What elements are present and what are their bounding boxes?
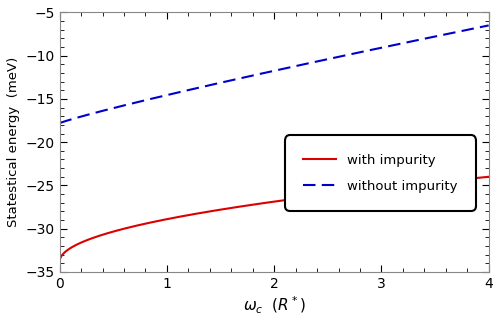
without impurity xyxy=(399,41,405,45)
without impurity xyxy=(486,24,492,27)
with impurity xyxy=(246,203,252,207)
with impurity xyxy=(351,189,357,193)
with impurity xyxy=(230,206,236,210)
without impurity xyxy=(100,109,106,112)
without impurity xyxy=(56,121,62,125)
without impurity xyxy=(230,78,236,82)
with impurity xyxy=(399,184,405,188)
with impurity xyxy=(391,185,397,189)
Legend: with impurity, without impurity: with impurity, without impurity xyxy=(292,142,469,205)
without impurity xyxy=(246,75,252,78)
Line: with impurity: with impurity xyxy=(60,177,488,262)
with impurity xyxy=(56,260,62,264)
with impurity xyxy=(100,233,106,236)
with impurity xyxy=(486,175,492,179)
Y-axis label: Statestical energy  (meV): Statestical energy (meV) xyxy=(7,57,20,227)
Line: without impurity: without impurity xyxy=(60,26,488,123)
without impurity xyxy=(351,52,357,56)
X-axis label: $\omega_c$  $(R^*)$: $\omega_c$ $(R^*)$ xyxy=(242,295,306,316)
without impurity xyxy=(391,43,397,47)
